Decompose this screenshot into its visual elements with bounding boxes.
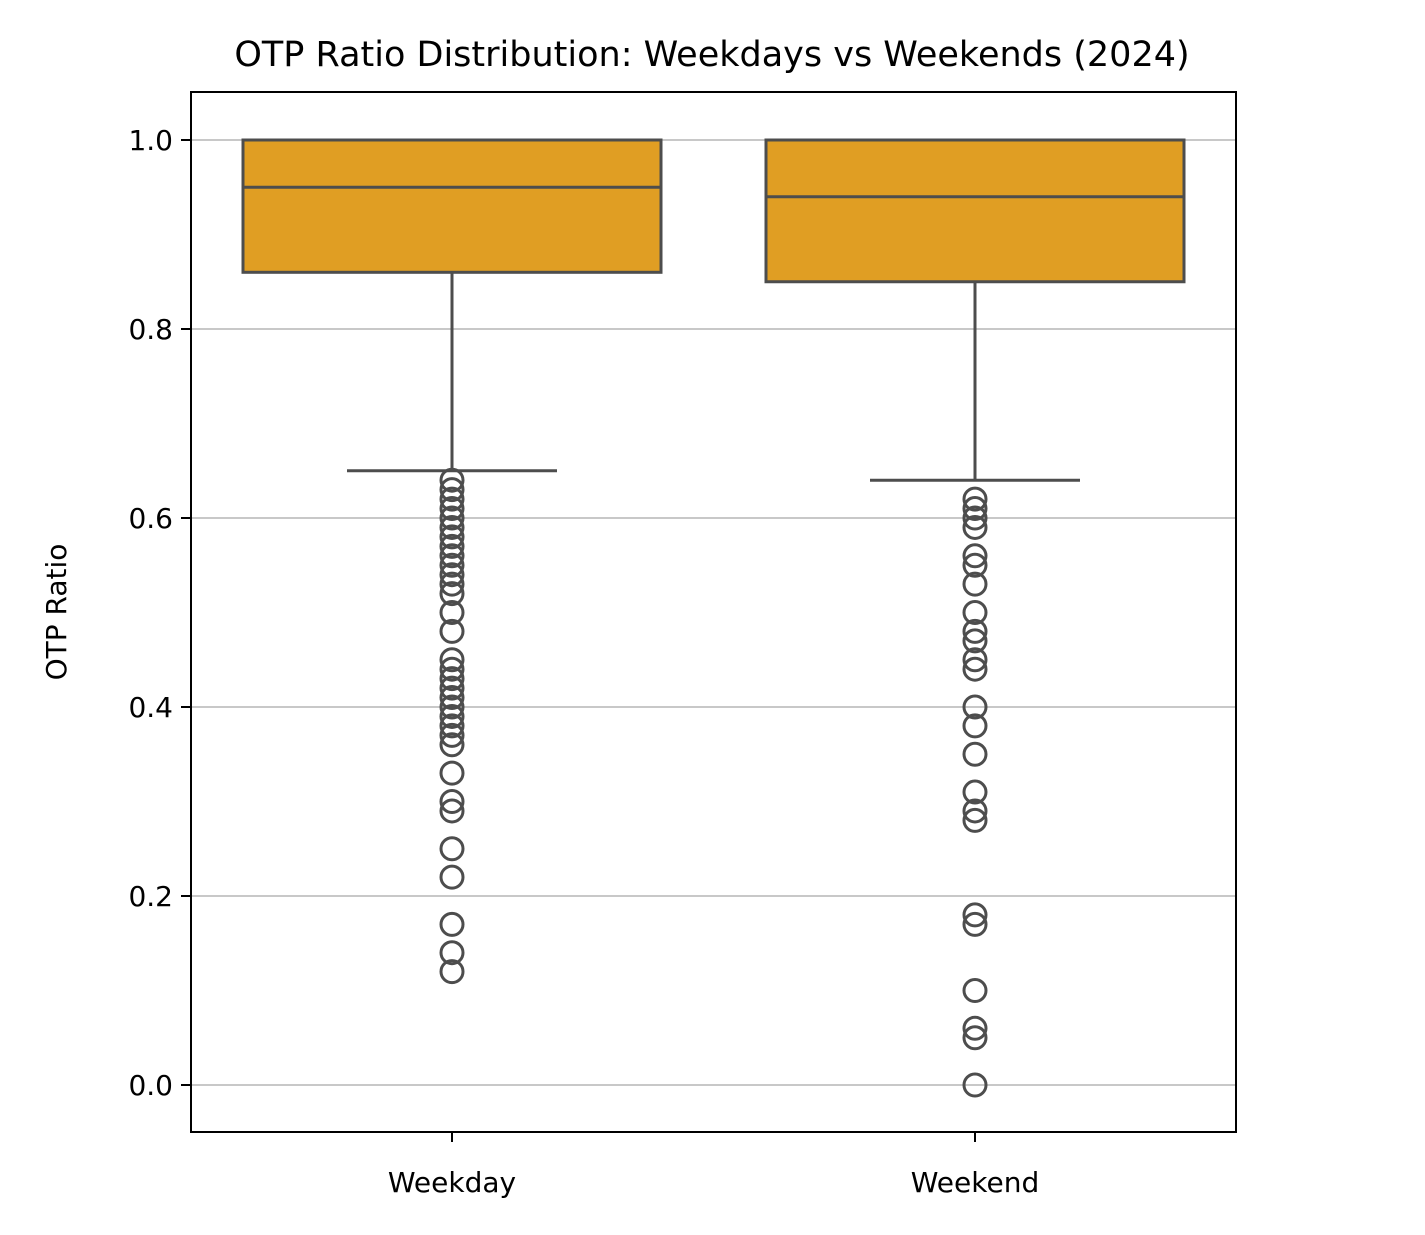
outlier-point xyxy=(439,562,465,588)
y-tick-label: 0.8 xyxy=(128,313,173,346)
outlier-point xyxy=(439,722,465,748)
box-group-weekday xyxy=(241,138,663,985)
y-tick-label: 0.2 xyxy=(128,880,173,913)
outlier-point xyxy=(962,911,988,937)
outlier-point xyxy=(439,496,465,522)
y-tick-label: 0.6 xyxy=(128,502,173,535)
outlier-point xyxy=(962,1025,988,1051)
outlier-point xyxy=(439,798,465,824)
outlier-point xyxy=(962,694,988,720)
outlier-point xyxy=(439,656,465,682)
outlier-point xyxy=(439,514,465,540)
outlier-point xyxy=(962,600,988,625)
outlier-point xyxy=(439,543,465,569)
outlier-point xyxy=(439,477,465,503)
boxes xyxy=(241,138,1186,1098)
axes: 0.0 0.2 0.4 0.6 0.8 1.0 Weekday Weekend xyxy=(128,91,1237,1199)
outlier-point xyxy=(439,486,465,512)
outlier-point xyxy=(962,807,988,833)
outlier-point xyxy=(439,864,465,890)
outlier-point xyxy=(439,600,465,625)
iqr-box xyxy=(764,138,1186,284)
outlier-point xyxy=(962,618,988,644)
outlier-point xyxy=(962,779,988,805)
outlier-point xyxy=(439,618,465,644)
outlier-point xyxy=(962,571,988,597)
y-axis-label: OTP Ratio xyxy=(40,544,73,681)
outlier-point xyxy=(439,703,465,729)
outlier-point xyxy=(962,713,988,739)
outlier-point xyxy=(439,940,465,966)
outlier-point xyxy=(962,552,988,578)
outlier-point xyxy=(439,685,465,711)
outlier-point xyxy=(962,798,988,824)
outlier-point xyxy=(439,571,465,597)
outlier-point xyxy=(439,789,465,814)
outlier-point xyxy=(439,552,465,578)
outlier-point xyxy=(962,1015,988,1041)
outlier-point xyxy=(439,732,465,758)
outlier-point xyxy=(439,581,465,607)
outlier-point xyxy=(439,836,465,862)
y-tick-label: 0.0 xyxy=(128,1069,173,1102)
outlier-point xyxy=(439,467,465,493)
y-tick-label: 1.0 xyxy=(128,124,173,157)
outlier-point xyxy=(439,959,465,985)
outlier-point xyxy=(439,911,465,937)
outlier-point xyxy=(439,760,465,786)
outlier-point xyxy=(962,902,988,928)
outlier-point xyxy=(962,647,988,673)
outlier-point xyxy=(962,628,988,654)
y-tick-label: 0.4 xyxy=(128,691,173,724)
outlier-point xyxy=(962,1072,988,1098)
box-group-weekend xyxy=(764,138,1186,1098)
outlier-point xyxy=(439,524,465,550)
outlier-point xyxy=(439,675,465,701)
outlier-point xyxy=(439,666,465,692)
outlier-point xyxy=(439,533,465,559)
outlier-point xyxy=(962,496,988,522)
outlier-point xyxy=(962,543,988,569)
outlier-point xyxy=(962,514,988,540)
outlier-point xyxy=(962,978,988,1003)
iqr-box xyxy=(241,138,663,274)
plot-frame xyxy=(190,91,1237,1133)
outlier-point xyxy=(962,505,988,531)
outlier-point xyxy=(962,656,988,682)
outlier-point xyxy=(439,713,465,739)
outlier-point xyxy=(439,647,465,673)
chart-title: OTP Ratio Distribution: Weekdays vs Week… xyxy=(234,35,1189,75)
x-tick-label: Weekend xyxy=(911,1166,1039,1199)
outlier-point xyxy=(439,694,465,720)
outlier-point xyxy=(962,741,988,767)
outlier-point xyxy=(962,486,988,512)
x-tick-label: Weekday xyxy=(388,1166,516,1199)
outlier-point xyxy=(439,505,465,531)
